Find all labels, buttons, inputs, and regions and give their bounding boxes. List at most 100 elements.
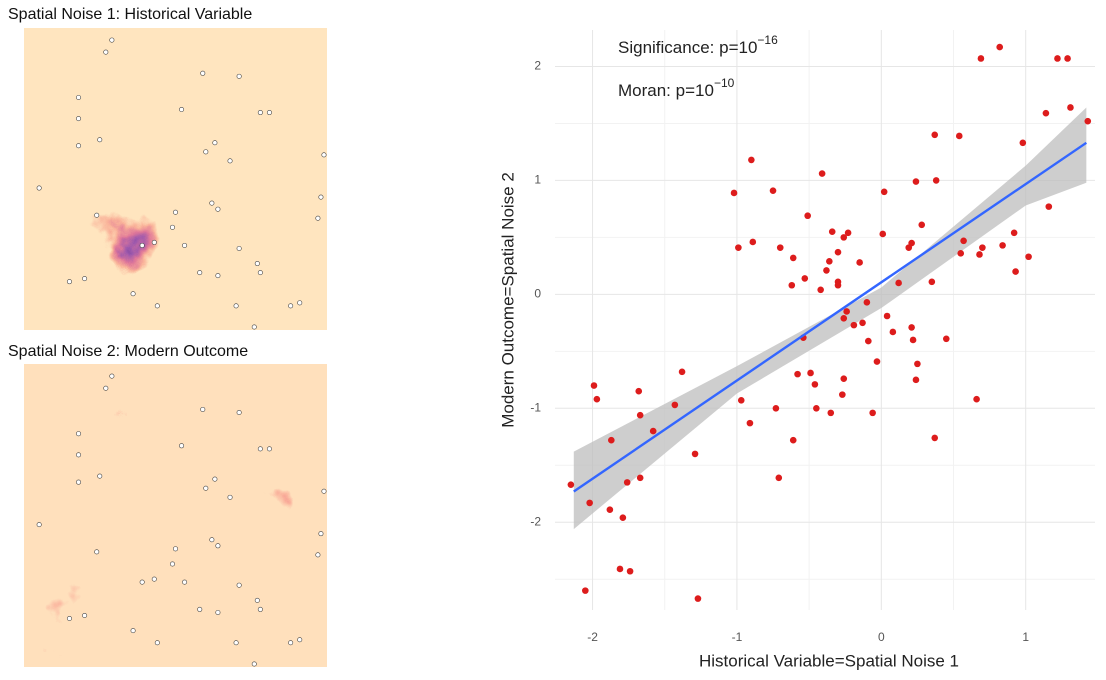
point — [593, 395, 601, 403]
point — [691, 450, 699, 458]
point — [823, 267, 830, 274]
point — [811, 381, 819, 388]
site — [297, 637, 303, 643]
point — [828, 228, 836, 235]
point — [1045, 203, 1053, 210]
site — [76, 479, 82, 485]
point — [1042, 109, 1050, 117]
point — [905, 244, 913, 251]
point — [735, 244, 742, 251]
site — [76, 116, 82, 122]
site — [203, 149, 209, 155]
site — [257, 446, 263, 452]
point — [879, 230, 887, 238]
site — [169, 561, 175, 567]
site — [151, 239, 157, 245]
site — [209, 200, 215, 206]
site — [76, 94, 82, 100]
point — [932, 177, 940, 184]
point — [1064, 55, 1071, 62]
site — [36, 185, 42, 191]
point — [649, 427, 657, 435]
site — [97, 137, 103, 143]
point — [976, 251, 983, 258]
point — [840, 375, 848, 382]
point — [942, 335, 950, 343]
point — [636, 474, 644, 482]
site — [236, 73, 242, 79]
site — [233, 640, 239, 646]
point — [590, 382, 598, 389]
site — [179, 107, 185, 113]
annotation-exponent: −16 — [757, 33, 778, 47]
site — [251, 324, 257, 330]
site — [212, 140, 218, 146]
point — [619, 514, 627, 522]
site — [103, 49, 109, 55]
point — [873, 358, 881, 365]
site — [103, 385, 109, 391]
point — [1067, 104, 1074, 111]
y-tick-label: 2 — [534, 59, 541, 73]
point — [626, 567, 634, 575]
site — [130, 628, 136, 634]
point — [1019, 139, 1027, 147]
point — [794, 370, 801, 378]
point — [880, 188, 888, 196]
point — [776, 244, 784, 251]
x-axis-title: Historical Variable=Spatial Noise 1 — [699, 651, 959, 670]
site — [315, 215, 321, 221]
site — [154, 640, 160, 646]
point — [1012, 268, 1019, 275]
point — [869, 409, 876, 417]
point — [1084, 117, 1092, 125]
point — [789, 436, 797, 444]
site — [82, 612, 88, 618]
site — [236, 582, 242, 588]
site — [169, 224, 175, 230]
point — [804, 212, 811, 220]
point — [827, 409, 835, 417]
point — [748, 156, 755, 164]
point — [859, 319, 866, 327]
site — [227, 494, 233, 500]
site — [173, 209, 179, 215]
point — [789, 254, 797, 262]
point — [918, 221, 926, 229]
noise-map — [24, 364, 327, 667]
map-title: Spatial Noise 2: Modern Outcome — [8, 343, 248, 360]
site — [254, 597, 260, 603]
annotation-exponent: −10 — [714, 76, 735, 90]
site — [200, 70, 206, 76]
point — [977, 55, 985, 62]
y-tick-label: 0 — [534, 287, 541, 301]
site — [215, 609, 221, 615]
site — [151, 576, 157, 582]
point — [749, 238, 757, 246]
point — [928, 278, 936, 286]
scatter-plot: Historical Variable=Spatial Noise 1 Mode… — [498, 30, 1095, 670]
site — [182, 242, 188, 248]
point — [863, 299, 871, 306]
point — [788, 281, 796, 289]
site — [254, 261, 260, 267]
site — [315, 552, 321, 558]
map-title: Spatial Noise 1: Historical Variable — [8, 6, 252, 23]
site — [236, 409, 242, 415]
point — [979, 244, 986, 251]
site — [173, 546, 179, 552]
site — [318, 531, 324, 537]
y-tick-label: -1 — [530, 400, 541, 414]
point — [1025, 253, 1032, 261]
point — [931, 434, 939, 442]
point — [912, 376, 920, 384]
site — [257, 110, 263, 116]
point — [636, 411, 644, 419]
site — [203, 485, 209, 491]
site — [94, 549, 100, 555]
point — [730, 189, 738, 197]
annotation: Significance: p=10−16 — [618, 33, 778, 57]
site — [109, 37, 115, 43]
x-tick-label: 1 — [1022, 630, 1029, 644]
site — [233, 303, 239, 309]
